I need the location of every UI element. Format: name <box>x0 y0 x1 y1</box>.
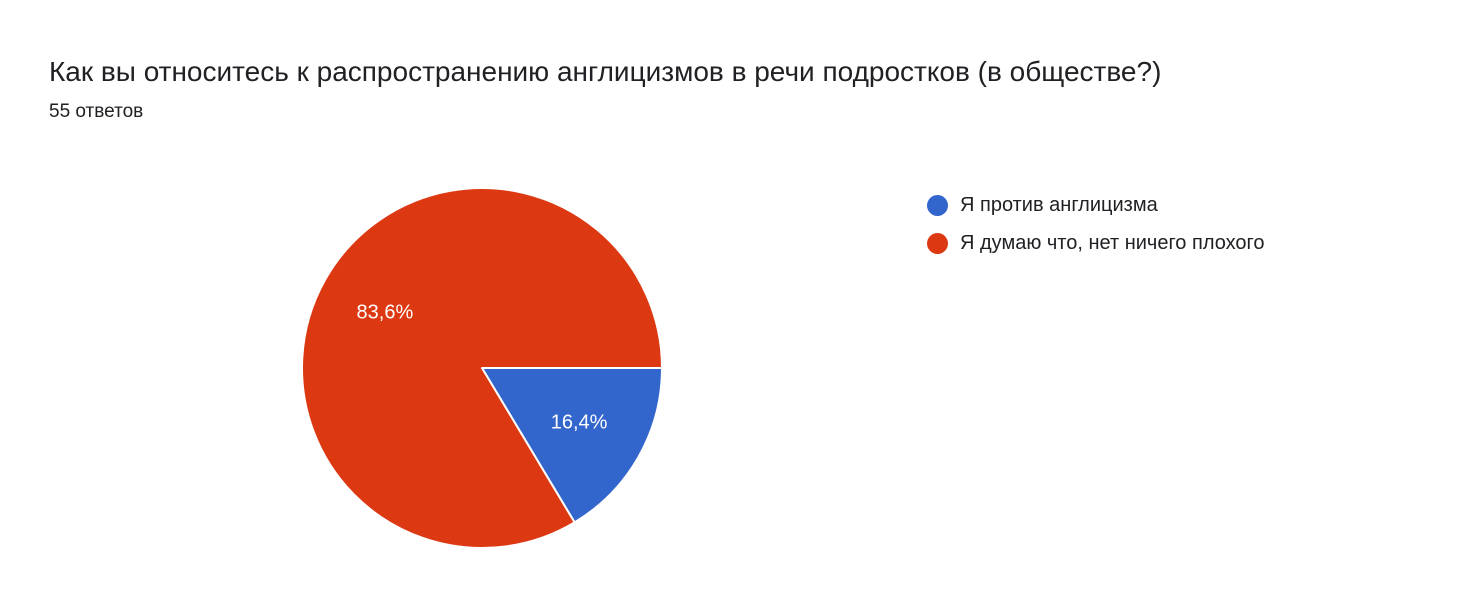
legend-label: Я думаю что, нет ничего плохого <box>960 231 1265 254</box>
response-count: 55 ответов <box>49 101 144 122</box>
legend-swatch <box>927 232 948 254</box>
pie-slice-nothing-bad[interactable] <box>301 187 663 549</box>
legend-swatch <box>927 194 948 216</box>
legend-item-nothing-bad[interactable]: Я думаю что, нет ничего плохого <box>927 224 1264 262</box>
pie-slice-against[interactable] <box>481 367 663 524</box>
pie-label-nothing-bad: 83,6% <box>357 301 414 323</box>
legend-item-against[interactable]: Я против англицизма <box>927 186 1264 224</box>
legend-label: Я против англицизма <box>960 193 1158 216</box>
chart-title: Как вы относитесь к распространению англ… <box>49 56 1162 87</box>
chart-legend: Я против англицизма Я думаю что, нет нич… <box>927 186 1264 262</box>
pie-label-against: 16,4% <box>551 411 608 433</box>
